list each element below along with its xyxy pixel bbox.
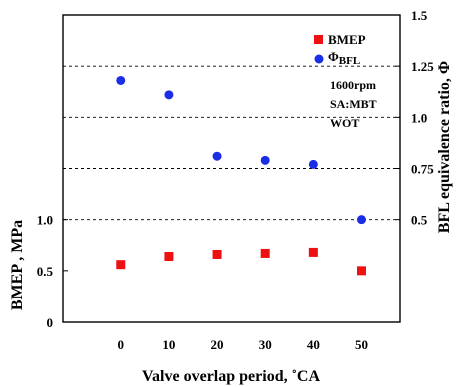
bmep-point <box>356 266 366 276</box>
legend-marker-phi <box>314 54 324 64</box>
x-tick-label: 20 <box>211 337 224 352</box>
phi-bfl-point <box>164 90 174 100</box>
phi-bfl-point <box>356 215 366 225</box>
legend-marker-bmep <box>314 35 323 44</box>
note-spark: SA:MBT <box>330 97 377 111</box>
right-tick-label: 1.0 <box>411 110 427 125</box>
x-tick-label: 50 <box>355 337 368 352</box>
right-axis-title: BFL equivalence ratio, Φ <box>436 61 453 233</box>
x-tick-label: 0 <box>118 337 125 352</box>
bmep-point <box>164 252 174 262</box>
note-throttle: WOT <box>330 116 359 130</box>
right-tick-label: 0.75 <box>411 162 434 177</box>
bmep-point <box>260 248 270 258</box>
gridlines <box>63 65 400 221</box>
right-tick-label: 1.5 <box>411 8 428 23</box>
legend: BMEP ΦBFL <box>314 32 366 67</box>
x-axis-ticks: 0 10 20 30 40 50 <box>118 337 368 352</box>
left-axis-title: BMEP , MPa <box>9 220 26 310</box>
x-tick-label: 10 <box>162 337 175 352</box>
phi-bfl-point <box>116 75 126 85</box>
legend-label-bmep: BMEP <box>328 32 366 47</box>
note-speed: 1600rpm <box>330 78 376 92</box>
legend-phi-subscript: BFL <box>339 55 360 67</box>
x-tick-label: 30 <box>259 337 272 352</box>
x-tick-label: 40 <box>307 337 320 352</box>
left-tick-label: 0.5 <box>37 264 54 279</box>
x-axis-title: Valve overlap period, ˚CA <box>142 368 321 385</box>
left-tick-label: 0 <box>47 315 54 330</box>
legend-label-phi: ΦBFL <box>328 49 360 67</box>
right-tick-label: 1.25 <box>411 59 434 74</box>
right-axis-ticks: 0.5 0.75 1.0 1.25 1.5 <box>395 8 434 228</box>
phi-bfl-point <box>308 159 318 169</box>
left-axis-ticks: 0 0.5 1.0 <box>37 213 68 330</box>
right-tick-label: 0.5 <box>411 213 428 228</box>
bmep-point <box>116 260 126 270</box>
phi-bfl-point <box>212 151 222 161</box>
legend-phi-symbol: Φ <box>328 49 339 64</box>
data-marks <box>116 75 366 276</box>
phi-bfl-point <box>260 155 270 165</box>
left-tick-label: 1.0 <box>37 213 53 228</box>
conditions-note: 1600rpm SA:MBT WOT <box>330 78 377 130</box>
bmep-point <box>212 249 222 259</box>
bmep-point <box>308 247 318 257</box>
